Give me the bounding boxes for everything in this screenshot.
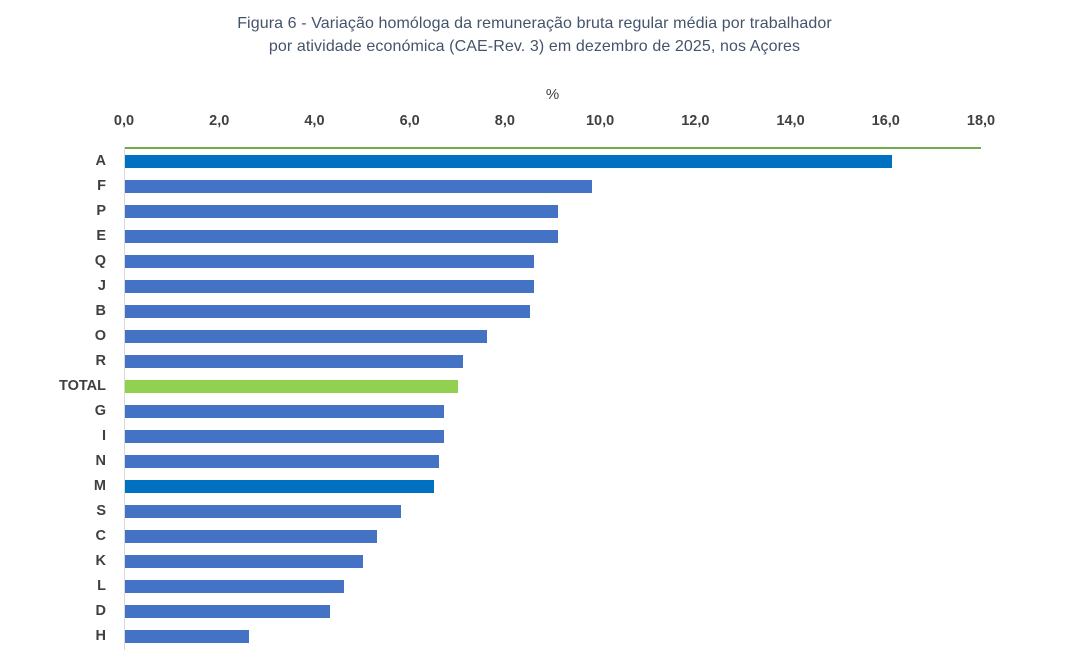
chart-row: N (0, 449, 1069, 474)
bar-track (125, 180, 982, 193)
category-label-e: E (96, 228, 106, 244)
bar-j (125, 280, 535, 293)
chart-title: Figura 6 - Variação homóloga da remunera… (0, 12, 1069, 58)
bar-track (125, 155, 982, 168)
category-label-h: H (95, 628, 106, 644)
bar-p (125, 205, 559, 218)
bar-c (125, 530, 378, 543)
x-axis-tick: 8,0 (494, 113, 515, 129)
category-label-r: R (95, 353, 106, 369)
chart-row: R (0, 349, 1069, 374)
category-label-total: TOTAL (59, 378, 106, 394)
bar-i (125, 430, 444, 443)
chart-row: M (0, 474, 1069, 499)
axis-unit-label: % (545, 86, 560, 103)
category-label-n: N (95, 453, 106, 469)
category-label-o: O (94, 328, 106, 344)
category-label-g: G (94, 403, 106, 419)
x-axis-tick: 16,0 (871, 113, 900, 129)
bar-track (125, 405, 982, 418)
category-label-s: S (96, 503, 106, 519)
x-axis-tick: 2,0 (209, 113, 230, 129)
bar-track (125, 555, 982, 568)
chart-row: Q (0, 249, 1069, 274)
chart-row: D (0, 599, 1069, 624)
bar-track (125, 505, 982, 518)
bar-f (125, 180, 592, 193)
x-axis-tick: 12,0 (681, 113, 710, 129)
x-axis-tick-labels: 0,0 2,0 4,0 6,0 8,0 10,0 12,0 14,0 16,0 18,0 (114, 113, 995, 133)
bar-g (125, 405, 444, 418)
bar-track (125, 230, 982, 243)
category-label-l: L (97, 578, 106, 594)
chart-row: B (0, 299, 1069, 324)
bar-track (125, 380, 982, 393)
chart-row: J (0, 274, 1069, 299)
bar-m (125, 480, 435, 493)
bar-l (125, 580, 344, 593)
bar-track (125, 355, 982, 368)
chart-row: H (0, 624, 1069, 649)
bar-track (125, 630, 982, 643)
category-label-c: C (95, 528, 106, 544)
bar-d (125, 605, 330, 618)
bar-s (125, 505, 402, 518)
category-label-p: P (96, 203, 106, 219)
category-label-a: A (95, 153, 106, 169)
chart-row: G (0, 399, 1069, 424)
chart-row: P (0, 199, 1069, 224)
chart-row: O (0, 324, 1069, 349)
chart-title-line1: Figura 6 - Variação homóloga da remunera… (237, 15, 832, 32)
bar-h (125, 630, 249, 643)
x-axis-tick: 10,0 (585, 113, 615, 129)
bar-track (125, 530, 982, 543)
x-axis-line (124, 147, 981, 149)
x-axis-tick: 0,0 (113, 113, 135, 129)
chart-row: I (0, 424, 1069, 449)
bar-track (125, 205, 982, 218)
category-label-m: M (93, 478, 106, 494)
bar-n (125, 455, 440, 468)
bar-o (125, 330, 487, 343)
x-axis-tick: 4,0 (304, 113, 325, 129)
bar-track (125, 480, 982, 493)
y-axis-line (124, 147, 125, 650)
category-label-k: K (95, 553, 106, 569)
category-label-f: F (97, 178, 106, 194)
bar-k (125, 555, 364, 568)
bar-e (125, 230, 559, 243)
category-label-q: Q (94, 253, 106, 269)
x-axis-tick: 14,0 (776, 113, 805, 129)
bar-track (125, 430, 982, 443)
bar-track (125, 330, 982, 343)
chart-rows: A F P E Q J B O R TOTAL G I N M S C K L D H (0, 149, 1069, 649)
bar-total (125, 380, 459, 393)
category-label-i: I (101, 428, 106, 444)
bar-track (125, 455, 982, 468)
bar-b (125, 305, 530, 318)
chart-row: K (0, 549, 1069, 574)
bar-a (125, 155, 892, 168)
chart-row: S (0, 499, 1069, 524)
bar-r (125, 355, 464, 368)
bar-track (125, 280, 982, 293)
chart-row: L (0, 574, 1069, 599)
bar-track (125, 580, 982, 593)
x-axis-tick: 6,0 (399, 113, 420, 129)
chart-row: F (0, 174, 1069, 199)
bar-track (125, 255, 982, 268)
chart-title-line2: por atividade económica (CAE-Rev. 3) em … (268, 38, 801, 55)
chart-row: TOTAL (0, 374, 1069, 399)
x-axis-tick: 18,0 (966, 113, 996, 129)
bar-track (125, 605, 982, 618)
category-label-d: D (95, 603, 106, 619)
bar-track (125, 305, 982, 318)
category-label-b: B (95, 303, 106, 319)
category-label-j: J (97, 278, 106, 294)
chart-row: A (0, 149, 1069, 174)
chart-row: C (0, 524, 1069, 549)
bar-q (125, 255, 535, 268)
chart-row: E (0, 224, 1069, 249)
